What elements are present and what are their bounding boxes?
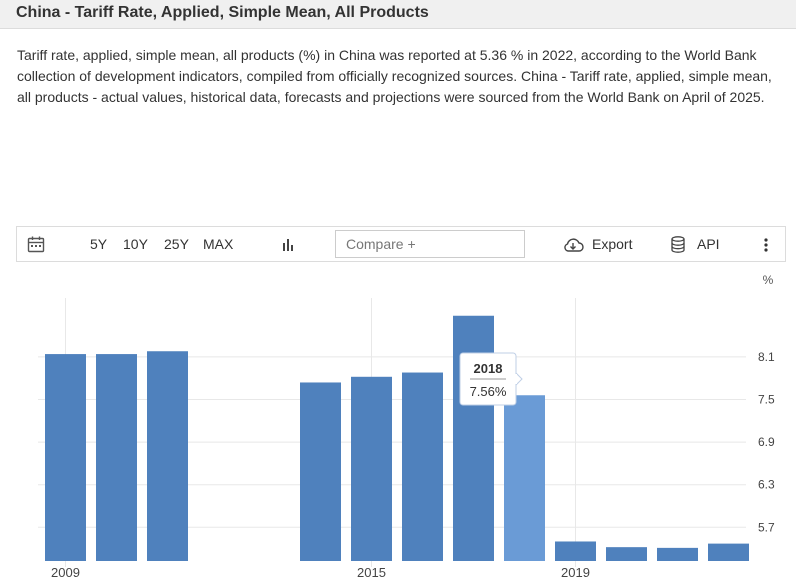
bar[interactable] (300, 382, 341, 561)
y-tick-label: 6.3 (758, 478, 775, 492)
bar[interactable] (45, 354, 86, 561)
y-tick-label: 8.1 (758, 350, 775, 364)
x-tick-label: 2015 (357, 565, 386, 580)
y-tick-label: 5.7 (758, 520, 775, 534)
bar[interactable] (657, 547, 698, 561)
bar[interactable] (708, 543, 749, 561)
bar[interactable] (351, 376, 392, 561)
tooltip-pointer-mask (515, 374, 517, 384)
more-vertical-icon[interactable] (763, 237, 769, 253)
calendar-icon[interactable] (27, 236, 45, 253)
y-tick-label: 7.5 (758, 393, 775, 407)
tooltip-year: 2018 (474, 361, 503, 376)
bar[interactable] (402, 372, 443, 561)
export-button[interactable]: Export (592, 236, 633, 252)
x-tick-label: 2019 (561, 565, 590, 580)
range-25y-button[interactable]: 25Y (164, 236, 189, 252)
compare-input[interactable] (335, 230, 525, 258)
cloud-download-icon[interactable] (562, 237, 584, 253)
tooltip-value: 7.56% (470, 384, 507, 399)
database-icon[interactable] (671, 236, 685, 253)
api-button[interactable]: API (697, 236, 720, 252)
bar[interactable] (555, 541, 596, 561)
y-axis-unit: % (763, 273, 774, 287)
bar[interactable] (96, 354, 137, 561)
page-description: Tariff rate, applied, simple mean, all p… (17, 47, 772, 105)
bar[interactable] (606, 547, 647, 561)
y-tick-label: 6.9 (758, 435, 775, 449)
range-5y-button[interactable]: 5Y (90, 236, 108, 252)
bar-chart: % 8.1 7.5 6.9 6.3 5.7 2009 2015 2019 2018 7.56% (38, 273, 775, 580)
bar[interactable] (504, 395, 545, 561)
range-10y-button[interactable]: 10Y (123, 236, 148, 252)
range-max-button[interactable]: MAX (203, 236, 234, 252)
page-title: China - Tariff Rate, Applied, Simple Mea… (16, 4, 429, 21)
title-bar: China - Tariff Rate, Applied, Simple Mea… (0, 0, 796, 29)
x-tick-label: 2009 (51, 565, 80, 580)
bar-chart-icon[interactable] (282, 238, 296, 252)
bar[interactable] (147, 351, 188, 561)
chart-toolbar: 5Y 10Y 25Y MAX Export API (16, 226, 786, 262)
